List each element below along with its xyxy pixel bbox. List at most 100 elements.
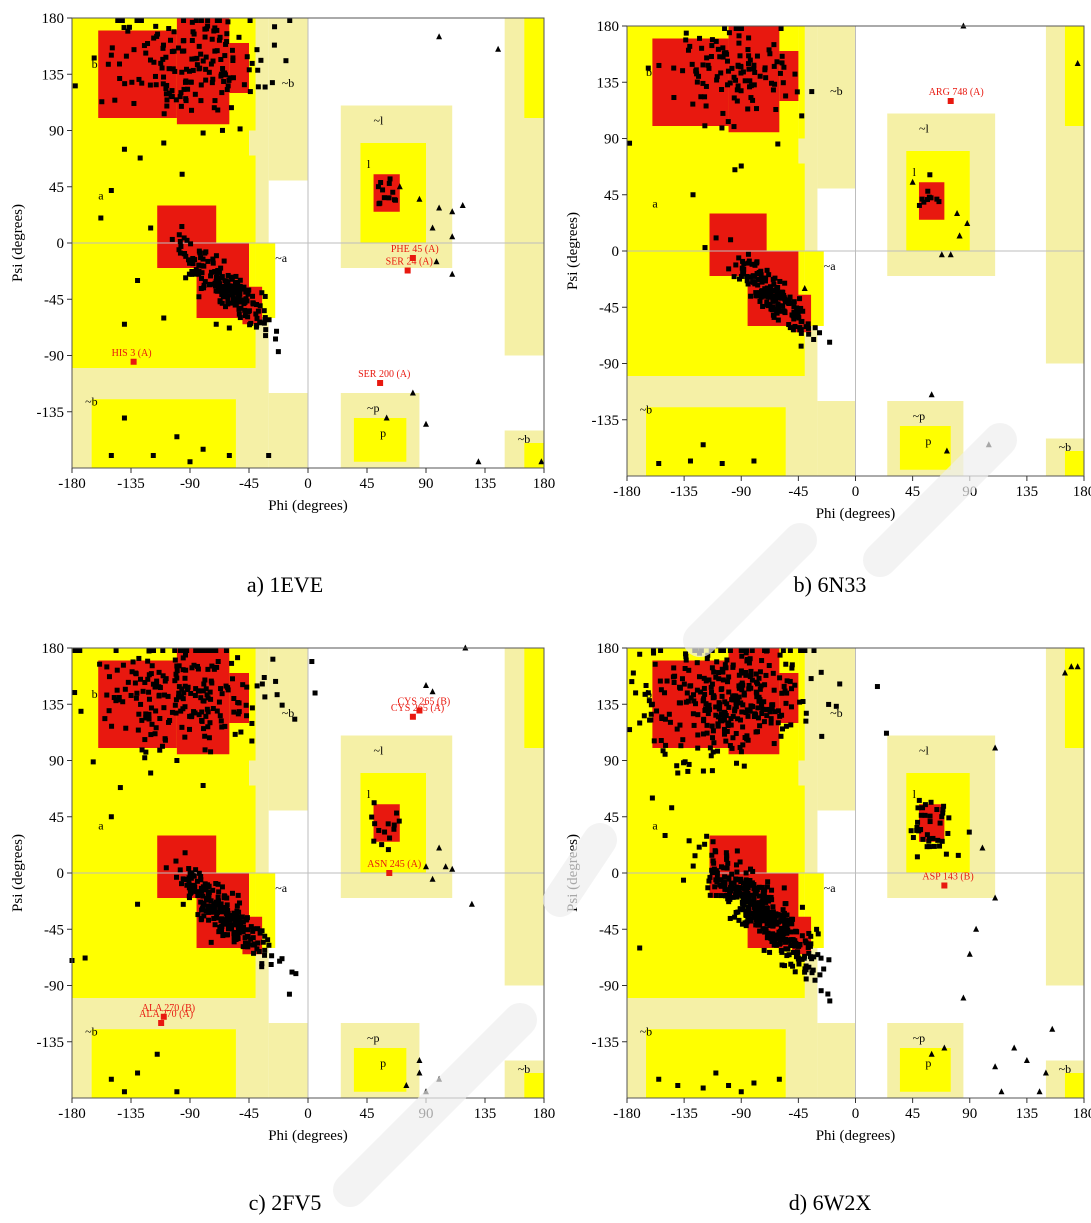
- residue-point: [883, 730, 889, 736]
- residue-point: [224, 39, 230, 45]
- residue-point: [774, 59, 780, 65]
- residue-point: [186, 68, 192, 74]
- residue-point: [121, 415, 127, 421]
- residue-point: [789, 921, 795, 927]
- residue-point: [117, 76, 123, 82]
- residue-point: [774, 932, 780, 938]
- residue-point: [928, 195, 934, 201]
- x-tick-label: -180: [58, 476, 86, 492]
- residue-point: [213, 274, 219, 280]
- residue-point: [193, 686, 199, 692]
- region-label: b: [646, 65, 652, 79]
- residue-point: [727, 891, 733, 897]
- residue-point: [219, 90, 225, 96]
- residue-point: [759, 711, 765, 717]
- residue-point: [815, 931, 821, 937]
- residue-point: [173, 671, 179, 677]
- residue-point: [213, 321, 219, 327]
- region-label: p: [380, 1056, 386, 1070]
- residue-point: [198, 899, 204, 905]
- residue-point: [184, 237, 190, 243]
- residue-point: [219, 724, 225, 730]
- residue-point: [178, 648, 184, 653]
- residue-point: [202, 747, 208, 753]
- residue-point: [718, 893, 724, 899]
- residue-point: [920, 836, 926, 842]
- residue-point: [754, 53, 760, 59]
- allowed-region: [1064, 1073, 1084, 1098]
- residue-point: [768, 910, 774, 916]
- residue-point: [777, 713, 783, 719]
- residue-point: [765, 294, 771, 300]
- residue-point: [202, 279, 208, 285]
- residue-point: [746, 682, 752, 688]
- outlier-point: [404, 267, 411, 274]
- residue-point: [216, 18, 222, 23]
- residue-point: [198, 18, 204, 23]
- residue-point: [930, 835, 936, 841]
- residue-point: [256, 948, 262, 954]
- residue-point: [269, 953, 275, 959]
- region-label: ~p: [913, 1031, 926, 1045]
- residue-point: [244, 713, 250, 719]
- residue-point: [769, 937, 775, 943]
- residue-point: [731, 124, 737, 130]
- residue-point: [718, 717, 724, 723]
- residue-point: [151, 648, 157, 653]
- residue-point: [787, 300, 793, 306]
- residue-point: [743, 870, 749, 876]
- residue-point: [926, 836, 932, 842]
- residue-point: [219, 928, 225, 934]
- residue-point: [630, 670, 636, 676]
- residue-point: [817, 972, 823, 978]
- residue-point: [713, 235, 719, 241]
- residue-point: [192, 693, 198, 699]
- allowed-region: [249, 18, 256, 131]
- residue-point: [753, 106, 759, 112]
- residue-point: [180, 876, 186, 882]
- residue-point: [792, 938, 798, 944]
- residue-point: [210, 76, 216, 82]
- residue-point: [660, 748, 666, 754]
- residue-point: [798, 305, 804, 311]
- region-label: l: [913, 165, 917, 179]
- residue-point: [674, 763, 680, 769]
- residue-point: [259, 681, 265, 687]
- y-tick-label: -135: [37, 1035, 65, 1051]
- residue-point: [113, 648, 119, 653]
- residue-point: [654, 708, 660, 714]
- residue-point: [726, 899, 732, 905]
- residue-point: [734, 87, 740, 93]
- residue-point: [240, 929, 246, 935]
- residue-point: [748, 83, 754, 89]
- residue-point: [172, 657, 178, 663]
- residue-point: [242, 940, 248, 946]
- residue-point: [200, 893, 206, 899]
- residue-point: [747, 708, 753, 714]
- residue-point: [774, 919, 780, 925]
- residue-point: [723, 50, 729, 56]
- residue-point: [779, 289, 785, 295]
- allowed-region: [353, 418, 407, 462]
- allowed-region: [646, 407, 786, 476]
- residue-point: [778, 308, 784, 314]
- residue-point: [702, 841, 708, 847]
- residue-point: [740, 69, 746, 75]
- residue-point: [138, 701, 144, 707]
- residue-point: [250, 935, 256, 941]
- residue-point: [209, 909, 215, 915]
- residue-point: [178, 243, 184, 249]
- residue-point: [718, 70, 724, 76]
- residue-point: [134, 690, 140, 696]
- residue-point: [257, 303, 263, 309]
- residue-point: [918, 826, 924, 832]
- residue-point: [780, 648, 786, 653]
- residue-point: [222, 278, 228, 284]
- residue-point: [733, 909, 739, 915]
- residue-point: [827, 998, 833, 1004]
- residue-point: [749, 261, 755, 267]
- residue-point: [664, 678, 670, 684]
- residue-point: [174, 675, 180, 681]
- residue-point: [273, 336, 279, 342]
- residue-point: [800, 308, 806, 314]
